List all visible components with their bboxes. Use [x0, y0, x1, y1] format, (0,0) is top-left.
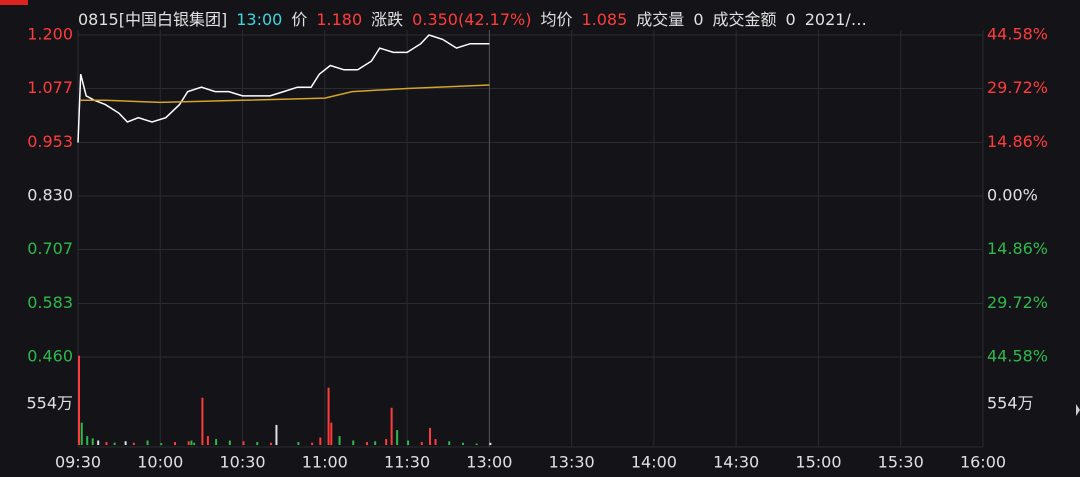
volume-bar: [311, 442, 314, 445]
x-tick-label: 14:30: [713, 453, 759, 472]
volume-bar: [173, 442, 176, 445]
x-tick-label: 13:00: [466, 453, 512, 472]
y-tick-label: 1.200: [27, 25, 73, 44]
volume-bar: [374, 441, 377, 445]
volume-bar: [160, 443, 163, 445]
volume-bar: [365, 442, 368, 445]
volume-bar: [105, 442, 108, 445]
volume-bar: [215, 439, 218, 445]
header-field: 0: [785, 10, 796, 29]
volume-bar: [489, 442, 492, 445]
header-field: 0.350(42.17%): [412, 10, 532, 29]
scroll-arrow[interactable]: [1076, 404, 1080, 416]
volume-bar: [275, 424, 278, 445]
y2-tick-label: 44.58%: [987, 25, 1048, 44]
volume-bar: [448, 441, 451, 445]
volume-bar: [475, 443, 478, 445]
volume-bar: [461, 442, 464, 445]
x-tick-label: 13:30: [549, 453, 595, 472]
volume-bar: [407, 440, 410, 445]
volume-bar: [206, 436, 209, 445]
volume-tick-label: 554万: [987, 393, 1034, 412]
price-line: [80, 84, 490, 104]
x-tick-label: 15:30: [878, 453, 924, 472]
header-field: 2021/…: [804, 10, 867, 29]
volume-bar: [390, 407, 393, 445]
y2-tick-label: 14.86%: [987, 239, 1048, 258]
volume-bar: [297, 442, 300, 445]
header-field: 0815[中国白银集团]: [78, 10, 228, 29]
y-tick-label: 0.953: [27, 132, 73, 151]
header-field: 成交金额: [712, 10, 777, 29]
header-field: 13:00: [236, 10, 283, 29]
header-field: 1.085: [581, 10, 628, 29]
volume-bar: [385, 439, 388, 445]
x-tick-label: 11:00: [302, 453, 348, 472]
volume-bar: [80, 422, 83, 445]
volume-bar: [113, 442, 116, 445]
x-tick-label: 15:00: [795, 453, 841, 472]
volume-bar: [434, 439, 437, 445]
y2-tick-label: 29.72%: [987, 293, 1048, 312]
volume-bar: [146, 440, 149, 445]
y-tick-label: 0.830: [27, 186, 73, 205]
volume-bar: [91, 438, 94, 445]
x-tick-label: 16:00: [960, 453, 1006, 472]
header-field: 0: [693, 10, 704, 29]
y2-tick-label: 29.72%: [987, 78, 1048, 97]
volume-bar: [256, 442, 259, 445]
y-tick-label: 0.583: [27, 293, 73, 312]
volume-bar: [190, 440, 193, 445]
x-tick-label: 14:00: [631, 453, 677, 472]
volume-bar: [330, 422, 333, 445]
tab-marker: [0, 0, 28, 5]
volume-bar: [201, 397, 204, 445]
volume-bar: [193, 442, 196, 445]
y2-tick-label: 0.00%: [987, 186, 1038, 205]
y2-tick-label: 44.58%: [987, 347, 1048, 366]
y-tick-label: 1.077: [27, 78, 73, 97]
volume-bar: [97, 440, 100, 445]
x-tick-label: 10:30: [219, 453, 265, 472]
volume-bar: [187, 441, 190, 445]
header-field: 涨跌: [371, 10, 404, 29]
volume-bar: [338, 436, 341, 445]
y-tick-label: 0.460: [27, 347, 73, 366]
volume-bar: [78, 355, 80, 445]
y-tick-label: 0.707: [27, 239, 73, 258]
y2-tick-label: 14.86%: [987, 132, 1048, 151]
header-field: 1.180: [316, 10, 363, 29]
volume-bar: [396, 430, 399, 445]
volume-bar: [228, 440, 231, 445]
volume-bar: [319, 437, 322, 445]
volume-bar: [420, 442, 423, 445]
volume-bar: [124, 441, 127, 445]
volume-bar: [352, 440, 355, 445]
header-field: 成交量: [636, 10, 685, 29]
x-tick-label: 10:00: [137, 453, 183, 472]
x-tick-label: 11:30: [384, 453, 430, 472]
price-line: [77, 34, 490, 143]
header-field: 均价: [540, 10, 573, 29]
volume-bar: [86, 436, 89, 445]
volume-bar: [269, 442, 272, 445]
volume-tick-label: 554万: [26, 393, 73, 412]
volume-bar: [132, 442, 135, 445]
quote-header: 0815[中国白银集团] 13:00 价 1.180 涨跌 0.350(42.17%) 均价…: [78, 6, 876, 30]
volume-bar: [429, 427, 432, 445]
header-field: 价: [291, 10, 308, 29]
volume-bar: [327, 387, 330, 445]
x-tick-label: 09:30: [55, 453, 101, 472]
volume-bar: [242, 441, 245, 445]
